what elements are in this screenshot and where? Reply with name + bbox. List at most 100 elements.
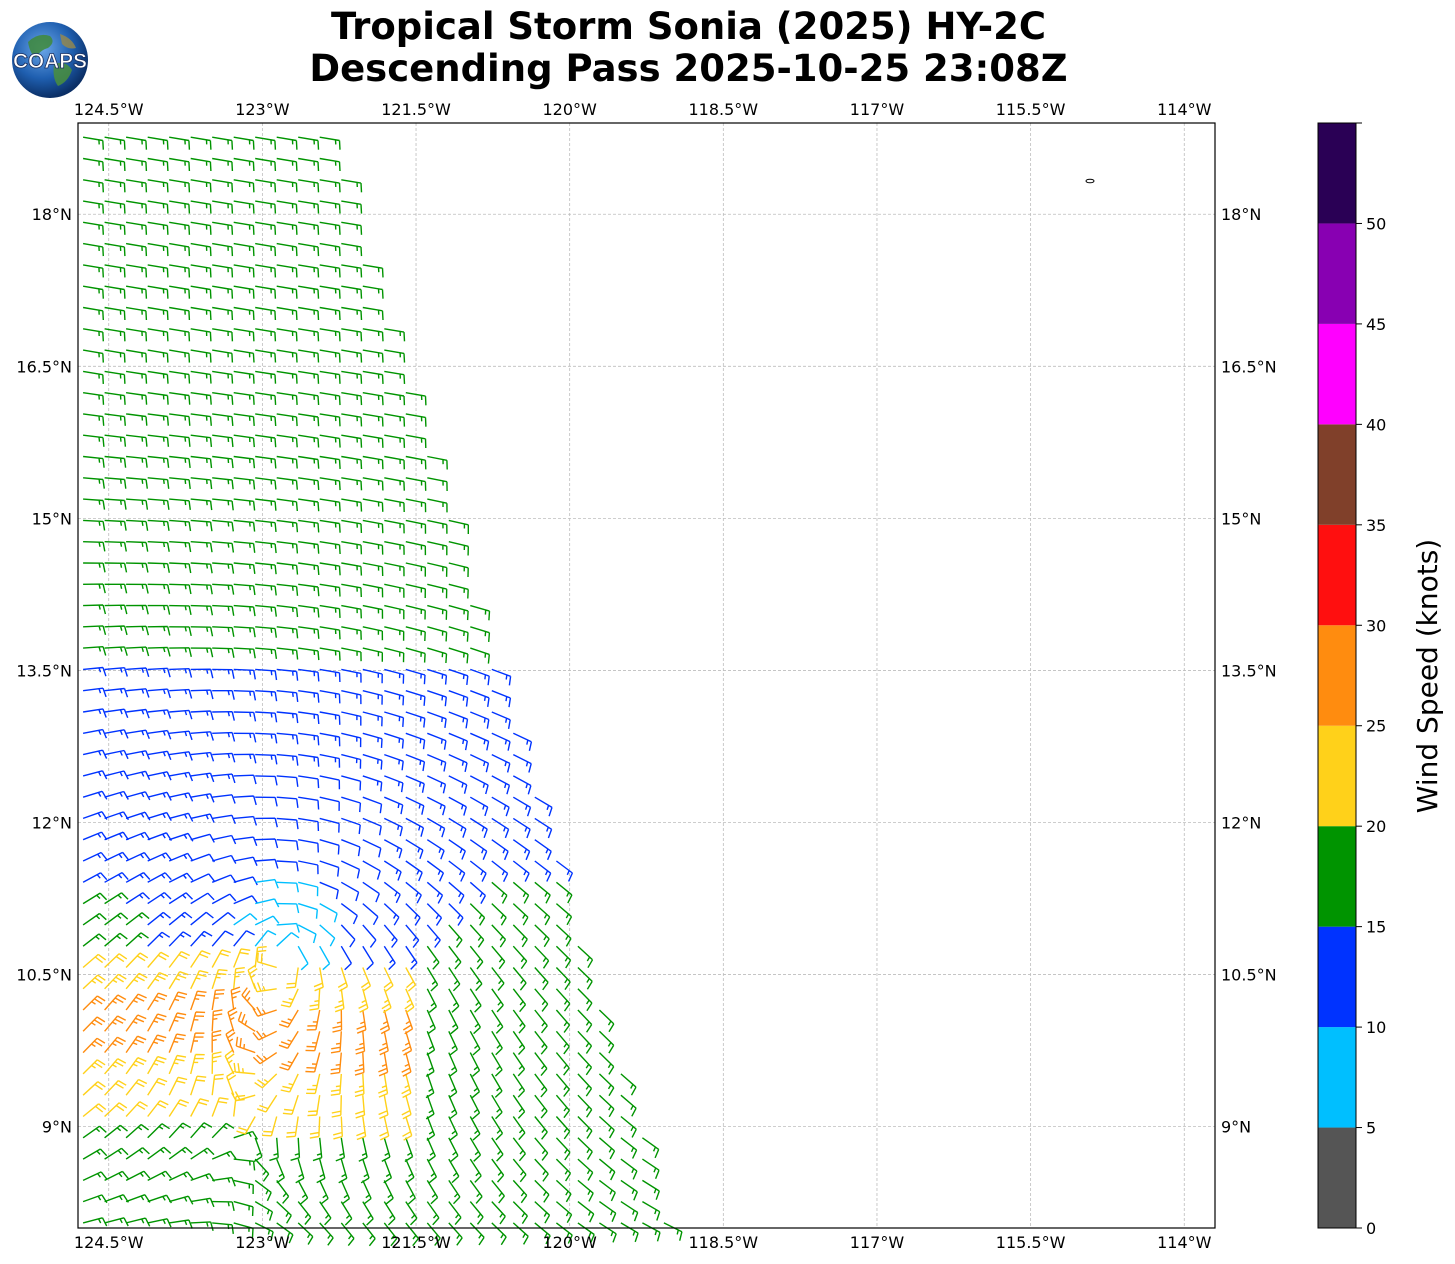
lon-tick-label-top: 115.5°W <box>996 100 1066 119</box>
wind-barb <box>577 1052 593 1076</box>
wind-barb <box>82 892 108 905</box>
wind-barb <box>276 285 298 299</box>
wind-barb <box>276 604 299 618</box>
wind-barb <box>233 753 257 764</box>
wind-barb <box>233 328 255 342</box>
wind-barb <box>233 413 255 426</box>
wind-barb <box>233 1130 259 1140</box>
wind-barb <box>190 1098 210 1117</box>
wind-barb <box>405 839 424 860</box>
wind-barb <box>190 1147 215 1160</box>
wind-barb <box>555 1137 571 1161</box>
wind-barb <box>331 1095 342 1118</box>
wind-barb <box>82 392 105 405</box>
wind-barb <box>104 562 128 573</box>
wind-barb <box>598 1179 616 1202</box>
wind-barb <box>319 1180 329 1205</box>
wind-barb <box>427 455 448 470</box>
wind-barb <box>104 221 126 235</box>
wind-barb <box>125 871 151 883</box>
wind-barb <box>255 858 279 869</box>
wind-barb <box>286 967 299 989</box>
wind-barb <box>384 455 405 470</box>
wind-barb <box>276 732 299 745</box>
wind-barb <box>405 583 426 599</box>
wind-barb <box>82 221 104 235</box>
wind-barb <box>104 1079 127 1096</box>
wind-barb <box>83 434 105 447</box>
wind-barb <box>125 264 148 278</box>
wind-barb <box>212 854 237 864</box>
wind-barb <box>276 1158 285 1184</box>
wind-barb <box>384 328 406 342</box>
wind-barb <box>298 604 320 618</box>
wind-barb <box>212 498 234 511</box>
wind-barb <box>212 413 234 426</box>
wind-barb <box>168 931 192 947</box>
wind-barb <box>211 1150 237 1160</box>
wind-barb <box>104 625 128 636</box>
lat-tick-label-right: 10.5°N <box>1221 966 1277 985</box>
wind-barb <box>341 796 362 813</box>
wind-barb <box>335 1137 346 1162</box>
wind-barb <box>168 1099 190 1117</box>
wind-barb <box>169 1219 193 1229</box>
colorbar-bin <box>1318 625 1356 726</box>
wind-barb <box>212 562 235 574</box>
wind-barb <box>147 455 170 468</box>
wind-barb <box>233 200 255 214</box>
wind-barb <box>147 328 169 342</box>
wind-barb <box>104 1036 126 1054</box>
wind-barb <box>147 200 169 214</box>
wind-barb <box>168 1076 188 1096</box>
wind-barb <box>469 1094 481 1120</box>
colorbar-bin <box>1318 524 1356 626</box>
wind-barb <box>125 200 148 214</box>
wind-barb <box>319 1222 334 1246</box>
wind-barb <box>212 794 236 804</box>
wind-barb <box>448 1116 458 1141</box>
wind-barb <box>469 1222 485 1246</box>
wind-barb <box>305 1052 321 1073</box>
wind-barb <box>427 519 448 534</box>
wind-barb <box>255 604 277 617</box>
wind-barb <box>358 1137 368 1162</box>
coaps-logo: COAPS <box>12 22 88 98</box>
wind-barb <box>298 668 320 682</box>
wind-barb <box>104 667 128 677</box>
wind-barb <box>405 732 426 750</box>
wind-barb <box>319 370 341 384</box>
wind-barb <box>233 930 255 947</box>
wind-barb <box>82 811 108 820</box>
wind-barb <box>405 647 426 663</box>
wind-barb <box>405 860 423 882</box>
wind-barb <box>126 455 148 468</box>
wind-barb <box>298 434 320 448</box>
wind-barb <box>577 1116 593 1139</box>
wind-barb <box>298 839 319 853</box>
wind-barb <box>555 860 574 882</box>
wind-barb <box>426 1116 436 1141</box>
wind-barb <box>469 1116 481 1141</box>
wind-barb <box>577 966 593 990</box>
wind-barb <box>426 945 440 970</box>
lon-tick-label-top: 117°W <box>850 100 905 119</box>
wind-barb <box>190 1173 215 1182</box>
wind-barb <box>126 625 150 636</box>
wind-barb <box>362 434 384 448</box>
wind-barb <box>82 872 108 883</box>
wind-barb <box>427 562 448 577</box>
wind-barb <box>384 392 406 406</box>
wind-barb <box>383 1222 398 1247</box>
wind-barb <box>334 988 345 1013</box>
wind-barb <box>427 690 447 707</box>
wind-barb <box>212 668 235 679</box>
colorbar-bin <box>1318 1027 1356 1128</box>
wind-barb <box>384 753 404 771</box>
wind-barb <box>312 1137 323 1162</box>
wind-barb <box>147 1218 172 1228</box>
wind-barb <box>491 967 505 991</box>
lat-tick-label-left: 15°N <box>32 509 72 528</box>
wind-barb <box>262 1116 278 1137</box>
wind-barb <box>104 932 128 947</box>
